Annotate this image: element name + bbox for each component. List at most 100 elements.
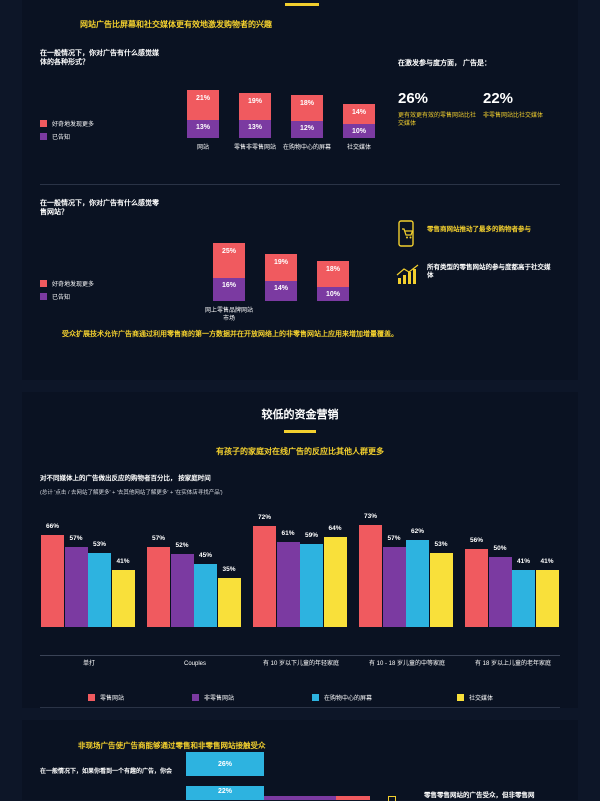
household-category-label-1: Couples	[183, 661, 206, 667]
household-value-label-0-2: 53%	[92, 540, 106, 548]
household-value-label-4-3: 41%	[540, 557, 554, 565]
chart1-category-label-1: 零售非零售网站	[233, 145, 276, 151]
chart1-curious-bar-3	[343, 103, 375, 124]
household-category-label-0: 单打	[82, 661, 95, 667]
stat-22-desc: 非零售网站比社交媒体	[483, 113, 544, 119]
chart1-category-label-2: 在购物中心的屏幕	[283, 145, 332, 151]
legend-text-0: 零售网站	[100, 696, 125, 702]
audience-expansion-footer: 受众扩展技术允许广告商通过利用零售商的第一方数据并在开放网络上的非零售网站上应用…	[62, 331, 398, 338]
household-bar-1-0	[147, 547, 170, 627]
question-retail-sites: 在一般情况下，你对广告有什么感觉零售网站？	[40, 200, 159, 216]
household-legend-3: 社交媒体	[457, 693, 493, 702]
household-bar-0-3	[111, 569, 135, 627]
household-bar-3-2	[406, 540, 429, 627]
chart1-curious-bar-1	[239, 92, 271, 120]
household-value-label-4-0: 56%	[469, 536, 483, 544]
bottom-bar-26: 26%	[186, 752, 264, 776]
household-bar-2-2	[300, 544, 323, 627]
stat-26-value: 26%	[398, 90, 429, 107]
insight-retail-engagement: 零售商网站推动了最多的购物者参与	[427, 226, 531, 233]
chart1-curious-bar-2	[291, 95, 323, 121]
chart1-informed-bar-3	[343, 123, 375, 138]
bottom-title: 非现场广告使广告商能够通过零售和非零售网站接触受众	[78, 741, 266, 750]
phone-cart-icon	[398, 220, 414, 247]
household-bar-3-1	[382, 547, 406, 627]
household-bar-4-1	[488, 557, 512, 627]
chart1-informed-label-1: 13%	[247, 123, 262, 131]
chart2-informed-label-0: 16%	[221, 282, 236, 290]
chart1-informed-bar-1	[239, 119, 271, 138]
chart2-category-label-0: 网上零售品牌网站市场	[205, 308, 254, 323]
engage-title: 在激发参与度方面， 广告是：	[398, 60, 491, 67]
household-value-label-1-0: 57%	[151, 535, 165, 543]
chart2-curious-label-0: 25%	[221, 247, 236, 255]
household-value-label-4-1: 50%	[493, 545, 507, 552]
household-bar-4-2	[512, 569, 535, 627]
chart2-curious-label-2: 18%	[325, 266, 340, 274]
household-bar-3-0	[359, 524, 382, 627]
legend-curious: 好奇地发现更多	[40, 119, 94, 128]
chart2-curious-bar-1	[265, 254, 297, 282]
chart2-curious-bar-0	[213, 242, 245, 279]
section-subtitle: 有孩子的家庭对在线广告的反应比其他人群更多	[216, 447, 384, 456]
household-legend-1: 非零售网站	[192, 693, 234, 702]
chart1-informed-label-0: 13%	[195, 123, 210, 131]
household-value-label-2-0: 72%	[257, 514, 271, 522]
heading-underline	[284, 430, 316, 433]
bottom-panel	[22, 720, 578, 800]
bottom-question: 在一般情况下，如果你看到一个有趣的广告，你会	[40, 769, 173, 775]
chart2-curious-bar-2	[317, 261, 349, 287]
household-value-label-2-3: 64%	[328, 525, 342, 533]
chart1-informed-label-2: 12%	[299, 124, 314, 132]
bottom-bar-coral	[336, 796, 370, 800]
household-value-label-0-3: 41%	[116, 557, 130, 565]
household-value-label-3-0: 73%	[363, 512, 377, 520]
household-legend-0: 零售网站	[88, 693, 124, 702]
household-baseline	[40, 655, 560, 656]
household-bar-4-0	[465, 548, 488, 627]
household-value-label-0-0: 66%	[45, 522, 59, 530]
household-value-label-4-2: 41%	[516, 557, 530, 565]
top-panel	[22, 0, 578, 380]
legend-text-1: 非零售网站	[204, 696, 235, 702]
rising-chart-icon	[396, 264, 419, 284]
chart1-curious-bar-0	[187, 89, 219, 120]
stat-26-desc: 更有效更有效的零售网站比社交媒体	[398, 113, 477, 127]
chart2-informed-label-2: 10%	[325, 290, 340, 298]
household-category-label-2: 有 10 岁以下儿童的年轻家庭	[262, 661, 339, 667]
stat-22-value: 22%	[483, 90, 514, 107]
household-value-label-3-2: 62%	[410, 528, 424, 536]
household-value-label-1-2: 45%	[198, 552, 212, 559]
bottom-partial-text: 零售零售网站的广告受众，但非零售网	[424, 792, 535, 799]
chart1-category-label-3: 社交媒体	[346, 145, 371, 151]
chart2-informed-bar-1	[265, 281, 297, 301]
household-bar-1-3	[217, 578, 241, 627]
household-bar-4-3	[535, 569, 559, 627]
household-category-label-3: 有 10 - 18 岁儿童的中等家庭	[368, 661, 445, 667]
household-bar-2-1	[276, 541, 300, 627]
chart2-informed-label-1: 14%	[273, 285, 288, 293]
question-media-forms: 在一般情况下，你对广告有什么感觉媒体的各种形式？	[40, 50, 159, 66]
top-accent-line	[285, 3, 319, 6]
insight-all-retail: 所有类型的零售网站的参与度都高于社交媒体	[427, 264, 551, 280]
section-heading: 较低的资金营销	[261, 409, 339, 421]
bottom-phone-icon	[388, 796, 396, 801]
household-legend-2: 在购物中心的屏幕	[312, 693, 372, 702]
household-bar-3-3	[429, 552, 453, 627]
desc-line-2: (总计 '点击 / 去网站了解更多' + '去其他网站了解更多' + '在实体店…	[40, 490, 223, 496]
legend-swatch-1	[192, 694, 199, 701]
legend-informed-2: 已告知	[40, 292, 70, 301]
chart1-informed-bar-2	[291, 120, 323, 138]
household-bar-0-1	[64, 547, 88, 627]
chart1-category-label-0: 网站	[196, 145, 209, 151]
mid-bottom-divider	[40, 707, 560, 708]
legend-informed: 已告知	[40, 132, 70, 141]
legend-swatch-3	[457, 694, 464, 701]
chart1-curious-label-0: 21%	[195, 94, 210, 102]
household-bar-0-2	[88, 552, 111, 627]
household-value-label-2-1: 61%	[281, 529, 295, 537]
household-bar-1-1	[170, 554, 194, 627]
legend-swatch-0	[88, 694, 95, 701]
chart2-curious-label-1: 19%	[273, 259, 288, 267]
household-value-label-2-2: 59%	[304, 532, 318, 540]
